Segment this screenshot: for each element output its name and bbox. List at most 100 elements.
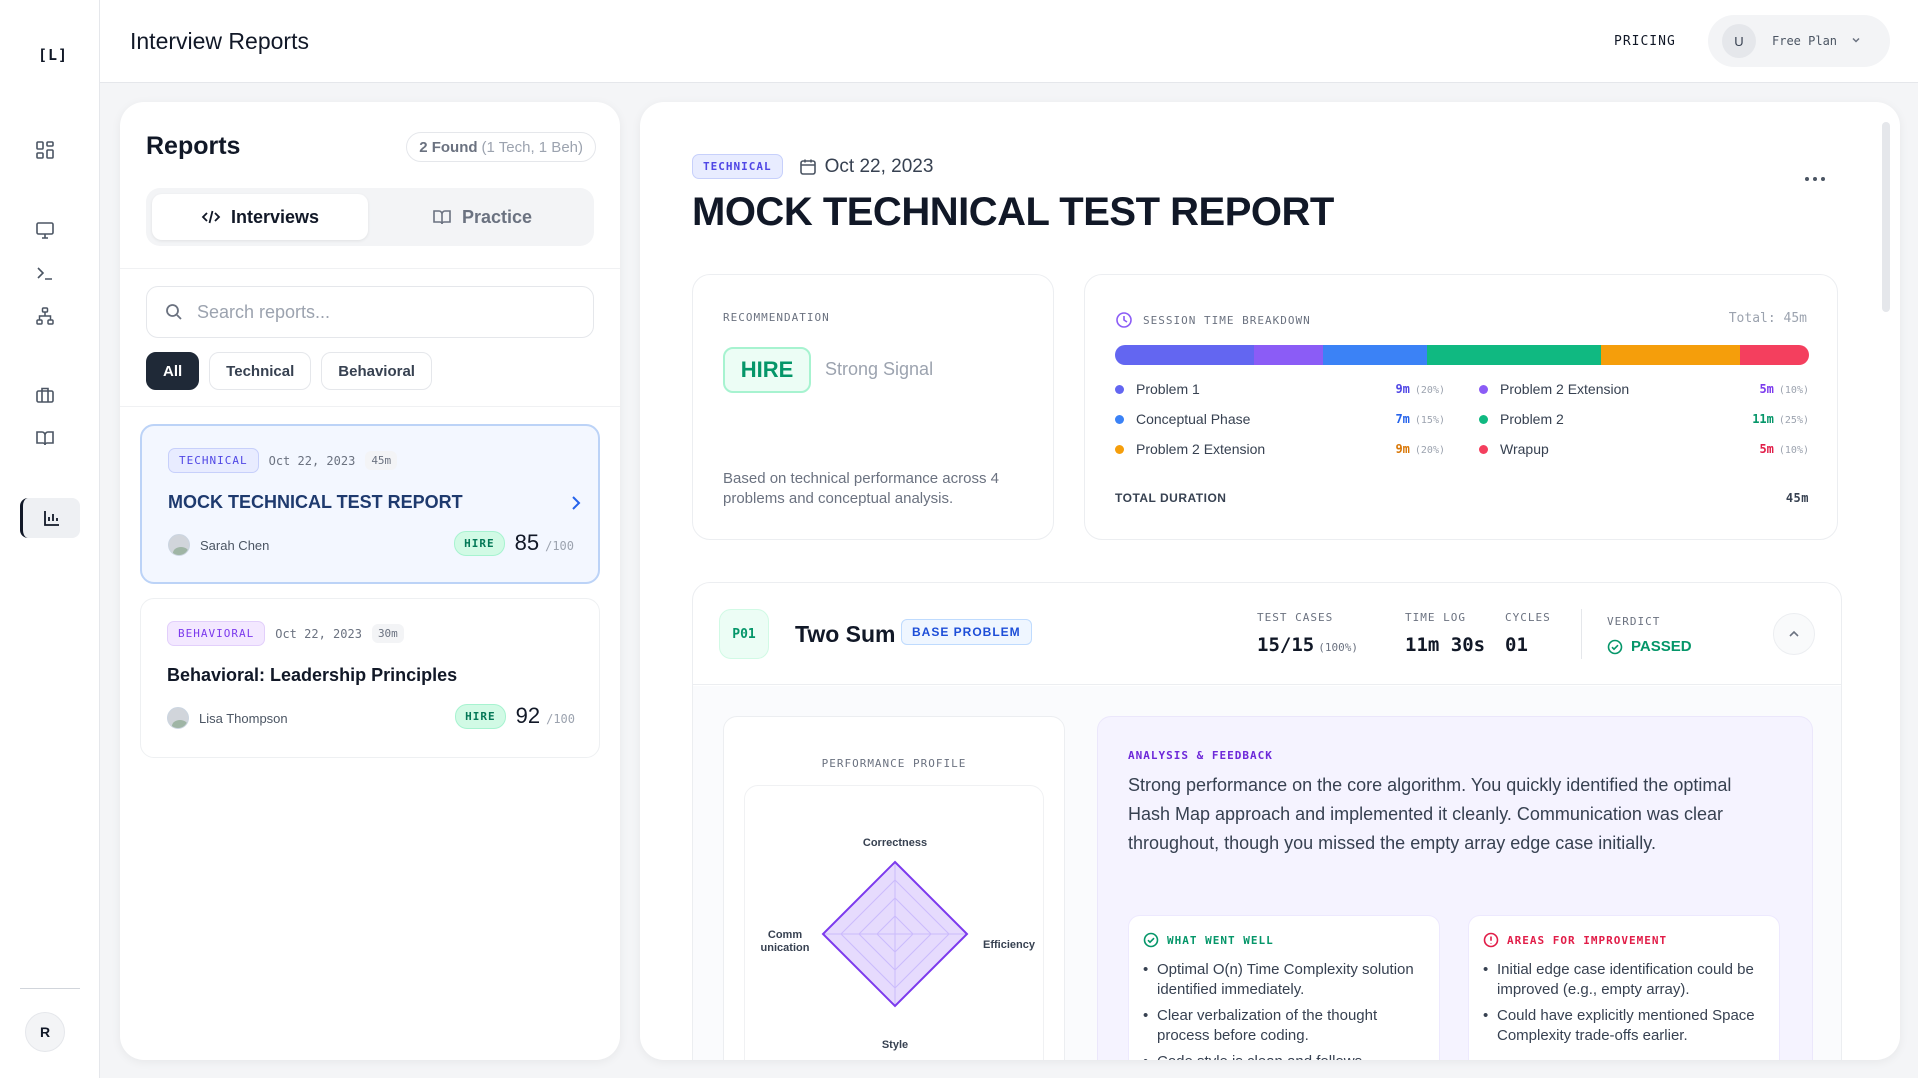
tab-practice-label: Practice: [461, 206, 533, 227]
time-bar-segment: [1115, 345, 1254, 365]
page-title: Interview Reports: [130, 28, 309, 54]
briefcase-icon[interactable]: [32, 382, 58, 408]
network-icon[interactable]: [32, 303, 58, 329]
time-bar-segment: [1427, 345, 1601, 365]
list-item: Could have explicitly mentioned Space Co…: [1483, 1006, 1771, 1046]
check-circle-icon: [1143, 932, 1159, 948]
legend-item: Wrapup 5m (10%): [1479, 441, 1809, 457]
card-score: HIRE 85 /100: [454, 530, 574, 556]
time-breakdown-card: SESSION TIME BREAKDOWN Total: 45m Proble…: [1084, 274, 1838, 540]
candidate-name: Sarah Chen: [200, 537, 270, 553]
time-bar-segment: [1600, 345, 1740, 365]
total-time: Total: 45m: [1728, 311, 1807, 326]
tab-interviews[interactable]: Interviews: [152, 194, 368, 240]
clock-icon: [1116, 312, 1132, 328]
candidate: Lisa Thompson: [167, 707, 288, 729]
problem-body: PERFORMANCE PROFILE Correctness Efficien…: [693, 686, 1841, 1060]
filter-chips: All Technical Behavioral: [146, 352, 432, 390]
candidate: Sarah Chen: [168, 534, 269, 556]
analysis-label: ANALYSIS & FEEDBACK: [1128, 749, 1273, 762]
filter-technical[interactable]: Technical: [209, 352, 312, 390]
problem-header[interactable]: P01 Two Sum BASE PROBLEM TEST CASES 15/1…: [693, 583, 1841, 685]
stat-cycles: CYCLES 01: [1505, 611, 1551, 656]
check-circle-icon: [1607, 639, 1623, 654]
reports-chart-icon[interactable]: [20, 498, 80, 538]
card-meta: TECHNICAL Oct 22, 2023 45m: [168, 448, 398, 473]
calendar-icon: [799, 159, 816, 175]
terminal-icon[interactable]: [32, 260, 58, 286]
account-menu[interactable]: U Free Plan: [1708, 15, 1890, 67]
time-breakdown-header: SESSION TIME BREAKDOWN: [1115, 311, 1311, 329]
chevron-right-icon: [570, 494, 582, 517]
list-item: Initial edge case identification could b…: [1483, 960, 1771, 1000]
legend-name: Problem 2 Extension: [1136, 441, 1266, 457]
reports-heading: Reports: [146, 132, 241, 160]
areas-for-improvement-list: Initial edge case identification could b…: [1483, 960, 1771, 1052]
legend-value: 11m (25%): [1752, 412, 1809, 426]
book-icon: [433, 210, 451, 225]
search-icon: [166, 304, 182, 320]
areas-for-improvement-card: AREAS FOR IMPROVEMENT Initial edge case …: [1468, 915, 1780, 1060]
time-bar-segment: [1739, 345, 1809, 365]
legend-item: Problem 1 9m (20%): [1115, 381, 1445, 397]
legend-value: 5m (10%): [1759, 442, 1809, 456]
verdict-badge: HIRE: [455, 703, 506, 729]
nav-rail: [L] R: [0, 0, 100, 1078]
report-card-behavioral[interactable]: BEHAVIORAL Oct 22, 2023 30m Behavioral: …: [140, 598, 600, 758]
legend-item: Problem 2 Extension 5m (10%): [1479, 381, 1809, 397]
time-breakdown-label: SESSION TIME BREAKDOWN: [1143, 313, 1311, 327]
verdict-badge: HIRE: [454, 530, 505, 556]
report-date-wrap: Oct 22, 2023: [799, 156, 933, 178]
found-count-badge: 2 Found (1 Tech, 1 Beh): [406, 132, 596, 162]
radar-axis-label: Style: [882, 1039, 908, 1051]
user-avatar[interactable]: R: [25, 1012, 65, 1052]
problem-badge: BASE PROBLEM: [901, 619, 1032, 645]
hire-badge: HIRE: [723, 347, 811, 393]
chevron-down-icon: [1851, 35, 1861, 48]
book-icon[interactable]: [32, 425, 58, 451]
dashboard-icon[interactable]: [32, 137, 58, 163]
legend-dot: [1115, 384, 1124, 394]
found-detail: (1 Tech, 1 Beh): [481, 138, 583, 156]
tab-practice[interactable]: Practice: [374, 194, 590, 240]
collapse-button[interactable]: [1773, 613, 1815, 655]
time-bar-segment: [1253, 345, 1324, 365]
problem-id: P01: [719, 609, 769, 659]
performance-profile: PERFORMANCE PROFILE Correctness Efficien…: [723, 716, 1065, 1060]
app-logo[interactable]: [L]: [38, 46, 69, 64]
legend-value: 9m (20%): [1395, 442, 1445, 456]
recommendation-label: RECOMMENDATION: [723, 311, 830, 324]
top-bar: Interview Reports PRICING U Free Plan: [100, 0, 1918, 83]
radar-chart: Correctness Efficiency Style Comm unicati…: [761, 837, 1036, 1051]
more-options-icon[interactable]: [1804, 162, 1826, 188]
candidate-name: Lisa Thompson: [199, 710, 288, 726]
report-header: TECHNICAL Oct 22, 2023: [692, 154, 933, 179]
legend-value: 7m (15%): [1395, 412, 1445, 426]
report-card-technical[interactable]: TECHNICAL Oct 22, 2023 45m MOCK TECHNICA…: [140, 424, 600, 584]
legend-name: Problem 2 Extension: [1500, 381, 1630, 397]
what-went-well-list: Optimal O(n) Time Complexity solution id…: [1143, 960, 1431, 1060]
report-type-tag: TECHNICAL: [692, 154, 783, 179]
legend-name: Problem 2: [1500, 411, 1564, 427]
score-value: 85: [514, 530, 540, 555]
radar-axis-label: Efficiency: [983, 939, 1036, 951]
scrollbar[interactable]: [1882, 122, 1890, 312]
radar-axis-label: Comm unication: [761, 929, 810, 954]
stat-test-cases: TEST CASES 15/15 (100%): [1257, 611, 1358, 656]
filter-all[interactable]: All: [146, 352, 200, 390]
legend-name: Conceptual Phase: [1136, 411, 1251, 427]
card-duration: 30m: [371, 624, 404, 643]
radar-container: Correctness Efficiency Style Comm unicati…: [744, 785, 1044, 1060]
filter-behavioral[interactable]: Behavioral: [321, 352, 432, 390]
card-meta: BEHAVIORAL Oct 22, 2023 30m: [167, 621, 404, 646]
monitor-icon[interactable]: [32, 217, 58, 243]
recommendation-description: Based on technical performance across 4 …: [723, 470, 999, 507]
what-went-well-header: WHAT WENT WELL: [1143, 932, 1274, 948]
type-tag: BEHAVIORAL: [167, 621, 266, 646]
card-date: Oct 22, 2023: [275, 626, 362, 641]
list-item: Code style is clean and follows: [1143, 1052, 1431, 1060]
found-count: 2 Found: [419, 138, 478, 156]
search-input[interactable]: [197, 301, 557, 323]
pricing-link[interactable]: PRICING: [1614, 34, 1676, 49]
stat-time-log: TIME LOG 11m 30s: [1405, 611, 1486, 656]
